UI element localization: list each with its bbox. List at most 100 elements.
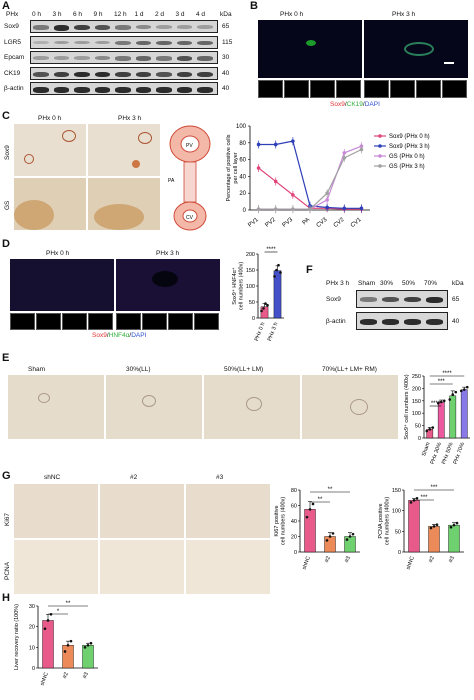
data-point — [342, 206, 347, 211]
data-point — [291, 193, 295, 197]
data-point — [428, 428, 432, 431]
y-tick-label: 0 — [418, 436, 421, 442]
blot-band — [115, 71, 131, 77]
legend-sep: / — [362, 101, 365, 108]
data-point — [454, 390, 458, 394]
blot-band — [382, 297, 399, 303]
legend-hnf4a: HNF4α — [108, 332, 130, 339]
ihc-image — [302, 375, 398, 439]
y-tick-label: 60 — [291, 504, 297, 510]
x-tick-label: #2 — [324, 556, 332, 564]
blot-band — [426, 319, 443, 325]
legend-ck19: CK19 — [346, 101, 363, 108]
bar — [304, 509, 316, 553]
vessel — [38, 393, 50, 403]
legend-label: GS (PHx 3 h) — [389, 164, 425, 170]
data-point — [63, 650, 67, 653]
blot-band — [360, 319, 377, 325]
y-tick-label: 50 — [395, 529, 401, 535]
y-tick-label: 50 — [249, 300, 255, 306]
ihc-image — [100, 540, 184, 594]
channel-thumbnail — [390, 80, 415, 98]
data-point — [442, 399, 446, 403]
y-tick-label: 20 — [291, 535, 297, 541]
significance-label: ** — [318, 497, 323, 503]
x-tick-label: PV2 — [264, 217, 277, 229]
legend-marker — [378, 144, 382, 148]
legend-label: GS (PHx 0 h) — [389, 154, 425, 160]
data-point — [359, 147, 364, 152]
timepoint-label: 1 d — [134, 11, 144, 18]
blot-row-label: Sox9 — [4, 23, 19, 30]
ihc-gs-phx0 — [14, 178, 86, 230]
data-point — [452, 523, 456, 527]
vessel — [246, 397, 262, 411]
panel-letter-c: C — [2, 110, 10, 122]
blot-band — [197, 71, 213, 77]
blot-band — [360, 297, 377, 302]
ihc-image — [204, 375, 300, 439]
blot-band — [176, 40, 192, 46]
fluorescence-image-phx3 — [364, 20, 468, 78]
d-legend: Sox9/HNF4α/DAPI — [92, 332, 146, 339]
channel-thumbnail — [364, 80, 389, 98]
data-point — [448, 398, 452, 401]
y-tick-label: 20 — [239, 191, 246, 197]
x-tick-label: #3 — [448, 556, 456, 564]
blot-band — [404, 319, 421, 325]
bar — [62, 645, 74, 669]
data-point — [291, 207, 295, 211]
x-tick-label: PHx 0 h — [254, 322, 266, 342]
timepoint-label: 9 h — [93, 11, 103, 18]
blot-kda: 40 — [222, 85, 230, 92]
lane-label: Sham — [358, 280, 375, 287]
significance-label: *** — [438, 379, 446, 385]
blot-band — [382, 319, 399, 325]
y-tick-label: 150 — [412, 399, 421, 405]
fluorescence-d-phx0 — [10, 259, 114, 311]
data-point — [291, 139, 295, 143]
data-point — [273, 207, 278, 211]
y-tick-label: 30 — [29, 604, 35, 610]
blot-strip — [30, 35, 218, 49]
blot-band — [94, 25, 110, 31]
kda-label-a: kDa — [220, 11, 232, 18]
blot-band — [74, 25, 90, 31]
y-tick-label: 100 — [246, 284, 255, 290]
data-point — [262, 307, 265, 310]
blot-row-label: Sox9 — [326, 296, 341, 303]
data-point — [83, 646, 87, 649]
f-kda-label: kDa — [452, 280, 464, 287]
y-tick-label: 100 — [236, 124, 247, 130]
blot-band — [94, 56, 110, 61]
c-title-0: PHx 0 h — [38, 115, 62, 122]
lane-label: 70% — [424, 280, 438, 287]
lane-label: 30% — [380, 280, 394, 287]
data-point — [325, 205, 329, 210]
y-axis-label-line: per cell layer — [233, 152, 239, 183]
blot-band — [197, 25, 213, 29]
legend-dapi: DAPI — [364, 101, 380, 108]
ihc-image — [14, 540, 98, 594]
data-point — [439, 400, 443, 404]
x-tick-label: CV1 — [350, 217, 363, 230]
y-axis-label-line: Sox9⁺ HNF4α⁺ — [231, 267, 238, 305]
y-tick-label: 40 — [239, 174, 246, 180]
ihc-image — [106, 375, 202, 439]
panel-letter-f: F — [306, 264, 313, 276]
channel-thumbnail — [336, 80, 361, 98]
fluorescence-d-phx3 — [116, 259, 220, 311]
d-title-1: PHx 3 h — [156, 250, 180, 257]
y-tick-label: 100 — [392, 509, 401, 515]
data-point — [325, 539, 329, 542]
panel-letter-e: E — [2, 352, 10, 364]
blot-band — [53, 71, 69, 77]
data-point — [305, 515, 309, 519]
b-title-0: PHx 0 h — [280, 11, 304, 18]
ihc-sox9-phx3 — [88, 124, 160, 176]
blot-band — [115, 56, 131, 61]
channel-thumbnail — [284, 80, 309, 98]
y-axis-label-line: cell numbers (400x) — [281, 497, 287, 545]
blot-band — [33, 25, 49, 30]
